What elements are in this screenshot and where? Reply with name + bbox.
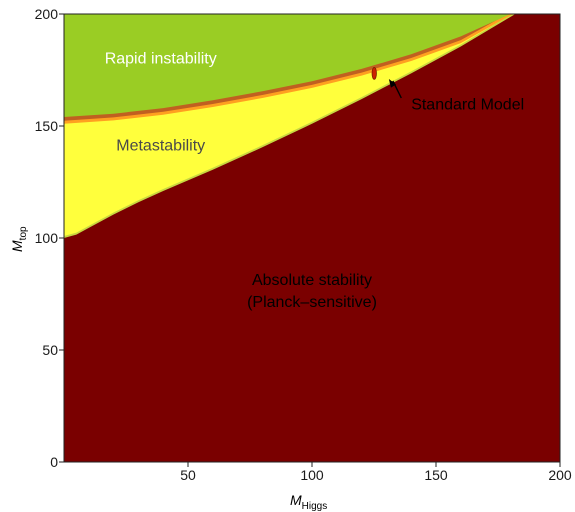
x-tick-label: 50 (180, 467, 196, 483)
standard-model-arrow-head (388, 78, 397, 88)
x-axis-label: MHiggs (290, 492, 327, 512)
plot-regions (64, 14, 560, 462)
x-tick-label: 100 (300, 467, 324, 483)
label-rapid-instability: Rapid instability (105, 50, 217, 67)
label-standard-model: Standard Model (411, 97, 524, 114)
x-tick-label: 200 (548, 467, 572, 483)
y-tick-label: 50 (42, 342, 58, 358)
y-tick-label: 100 (35, 230, 59, 246)
label-absolute-stability-line2: (Planck–sensitive) (247, 294, 377, 311)
y-tick-label: 150 (35, 118, 59, 134)
y-tick-label: 0 (50, 454, 58, 470)
y-axis-label: Mtop (9, 226, 29, 252)
standard-model-marker-group (371, 66, 402, 99)
standard-model-point (371, 66, 377, 80)
region-rapid-instability (64, 14, 560, 117)
label-metastability: Metastability (116, 138, 205, 155)
x-tick-label: 150 (424, 467, 448, 483)
axis-ticks: 50 100 150 200 0 50 100 150 200 (35, 6, 572, 483)
y-tick-label: 200 (35, 6, 59, 22)
label-absolute-stability: Absolute stability (252, 272, 372, 289)
region-labels: Rapid instability Metastability Absolute s… (105, 50, 524, 311)
